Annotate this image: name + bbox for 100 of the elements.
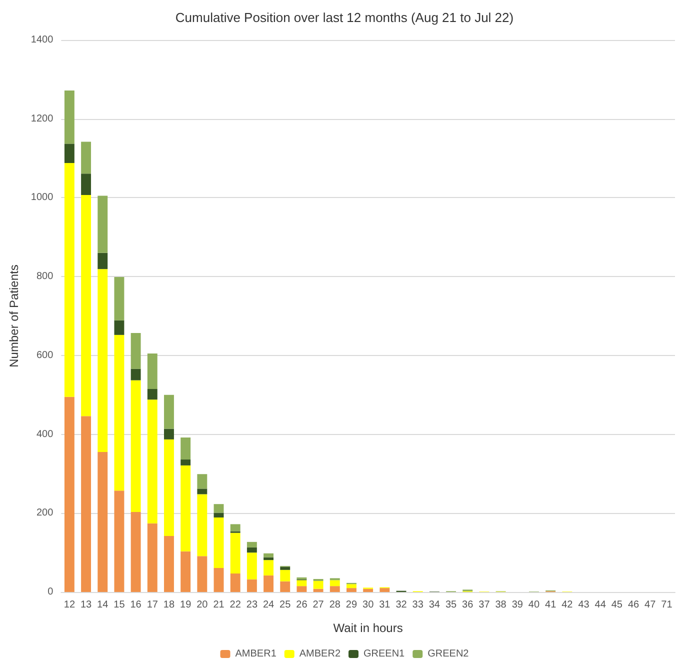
bar [147,523,158,592]
bar [64,144,74,164]
legend-label: AMBER2 [299,648,341,660]
x-tick-label: 26 [296,600,308,610]
x-tick-label: 29 [346,600,358,610]
bar [147,388,158,400]
bar [230,573,240,592]
y-axis-title: Number of Patients [7,264,21,368]
x-axis-title: Wait in hours [333,621,403,635]
bar [214,517,224,568]
y-tick-label: 1000 [30,192,54,204]
x-tick-label: 23 [246,600,258,610]
bar [114,334,124,491]
y-tick-label: 400 [36,428,54,440]
bar [346,584,356,588]
bar [380,588,390,592]
bar [114,490,124,592]
y-tick-label: 1200 [30,113,54,124]
bar [296,580,307,586]
x-tick-label: 42 [562,600,574,610]
x-tick-label: 28 [329,600,341,610]
y-tick-label: 1400 [30,34,54,46]
bar [214,568,224,592]
bar [164,439,174,536]
bar [98,452,108,592]
bar [246,552,257,580]
bar [264,575,274,592]
x-tick-label: 12 [64,600,76,610]
bar [264,557,274,560]
legend-label: GREEN1 [364,648,406,660]
x-tick-label: 34 [428,600,440,610]
bar [280,581,290,592]
y-tick-label: 600 [36,350,54,361]
x-tick-label: 19 [180,600,192,610]
bar [363,588,374,592]
bar [346,588,356,592]
bar [280,566,290,570]
bar [180,551,191,592]
bar [246,579,257,592]
bar [296,586,307,592]
x-tick-label: 17 [146,600,158,610]
bar [246,542,257,548]
bar [313,588,324,592]
x-tick-label: 13 [80,600,92,610]
bar [64,90,74,144]
bar [330,580,340,586]
bar [164,394,174,429]
bar [98,252,108,270]
bar [246,547,257,553]
x-tick-label: 31 [379,600,391,610]
x-tick-label: 33 [412,600,424,610]
x-tick-label: 45 [611,600,623,610]
bar [313,580,324,589]
x-tick-label: 21 [213,600,225,610]
x-tick-label: 41 [545,600,557,610]
bar [98,269,108,452]
x-tick-label: 47 [644,600,656,610]
x-tick-label: 71 [661,600,673,610]
bar [280,570,290,582]
x-tick-label: 27 [312,600,324,610]
bar [164,428,174,440]
bar [214,512,224,518]
x-tick-label: 20 [196,600,208,610]
bar [81,142,92,174]
bar [98,196,108,253]
bar [130,368,141,380]
x-tick-label: 14 [97,600,109,610]
bar [180,465,191,552]
bar [264,553,274,558]
x-tick-label: 22 [230,600,242,610]
x-tick-label: 36 [462,600,474,610]
x-tick-label: 32 [396,600,408,610]
bar [81,174,92,195]
x-tick-label: 38 [495,600,507,610]
y-tick-label: 0 [48,586,54,598]
bar [64,396,74,592]
bar [230,532,240,574]
bar [81,194,92,416]
x-tick-label: 25 [280,600,292,610]
bar [197,488,208,494]
legend-label: GREEN2 [428,648,470,660]
bar [114,276,124,320]
bar [130,332,141,369]
bar [197,474,208,489]
x-tick-label: 39 [512,600,524,610]
bar [147,353,158,389]
x-tick-label: 44 [594,600,606,610]
x-tick-label: 43 [578,600,590,610]
legend-label: AMBER1 [235,648,277,660]
x-tick-label: 16 [130,600,142,610]
y-tick-label: 200 [36,508,54,519]
bar [164,536,174,592]
bar [214,504,224,513]
bar [147,400,158,524]
bar [130,380,141,512]
bar [197,556,208,592]
bar [197,494,208,556]
x-tick-label: 46 [628,600,640,610]
bar [230,524,240,532]
bar [81,416,92,592]
